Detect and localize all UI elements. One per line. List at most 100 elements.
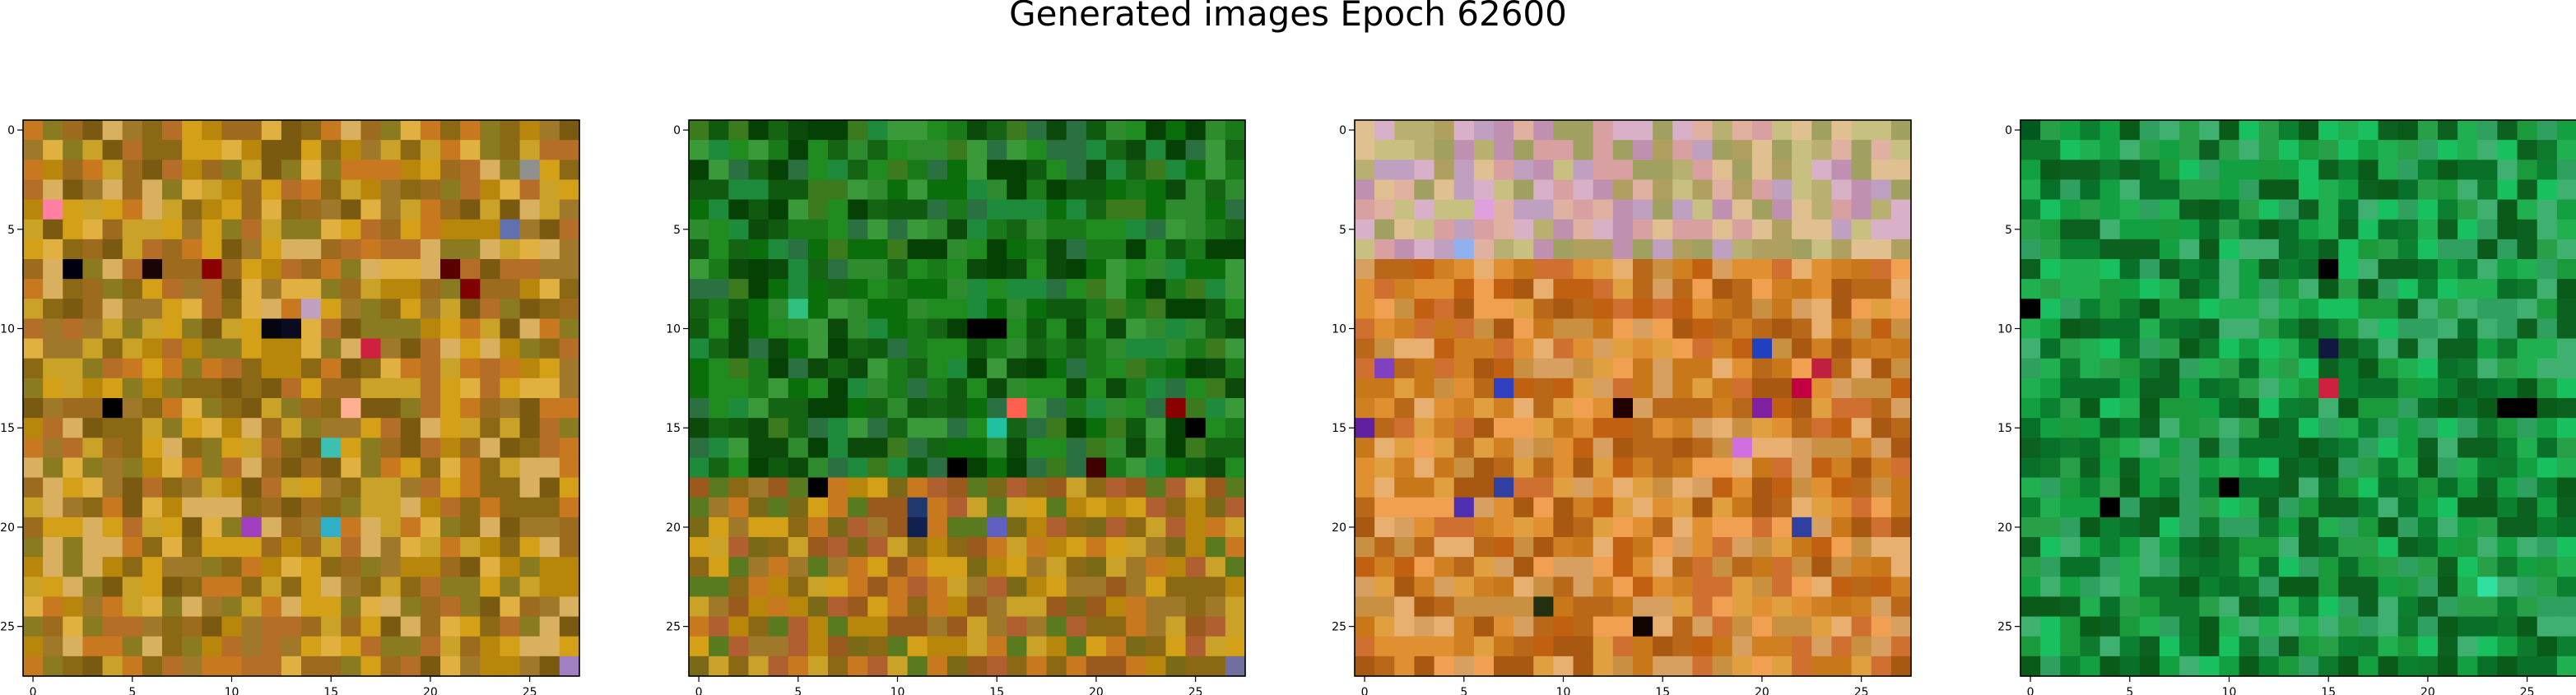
pixel-cell — [360, 338, 382, 359]
pixel-cell — [1553, 537, 1574, 558]
pixel-cell — [1355, 656, 1375, 677]
pixel-cell — [2040, 517, 2061, 538]
pixel-cell — [221, 279, 243, 299]
pixel-cell — [1653, 378, 1673, 399]
pixel-cell — [2179, 199, 2200, 220]
pixel-cell — [1205, 299, 1226, 320]
pixel-cell — [102, 398, 123, 419]
pixel-cell — [1890, 398, 1912, 419]
pixel-cell — [1751, 497, 1773, 518]
pixel-cell — [867, 656, 889, 677]
pixel-cell — [142, 398, 163, 419]
pixel-cell — [2497, 557, 2518, 577]
pixel-cell — [1007, 656, 1028, 677]
pixel-cell — [967, 537, 988, 558]
pixel-cell — [1772, 418, 1793, 438]
pixel-cell — [519, 636, 541, 657]
pixel-cell — [241, 120, 263, 141]
pixel-cell — [2179, 219, 2200, 240]
pixel-cell — [689, 438, 709, 459]
pixel-cell — [946, 438, 968, 459]
pixel-cell — [2438, 477, 2458, 498]
pixel-cell — [2497, 318, 2518, 340]
pixel-cell — [1792, 537, 1812, 558]
pixel-cell — [2397, 418, 2419, 438]
x-tick-label: 15 — [323, 686, 338, 695]
pixel-cell — [23, 418, 44, 438]
pixel-cell — [1106, 656, 1127, 677]
pixel-cell — [1732, 318, 1753, 340]
pixel-cell — [2556, 577, 2576, 598]
pixel-cell — [1374, 418, 1395, 438]
pixel-cell — [2219, 517, 2240, 538]
pixel-cell — [1811, 537, 1833, 558]
pixel-cell — [828, 596, 849, 618]
pixel-cell — [2397, 596, 2419, 618]
pixel-cell — [2338, 299, 2360, 320]
pixel-cell — [1751, 636, 1773, 657]
pixel-cell — [500, 596, 521, 618]
pixel-cell — [341, 259, 362, 280]
pixel-cell — [2199, 338, 2220, 359]
pixel-cell — [1225, 577, 1246, 598]
pixel-cell — [807, 199, 829, 220]
pixel-cell — [2080, 418, 2101, 438]
pixel-cell — [1046, 358, 1067, 379]
pixel-cell — [1692, 160, 1713, 181]
pixel-cell — [2338, 497, 2360, 518]
pixel-cell — [2160, 279, 2180, 299]
pixel-cell — [887, 279, 909, 299]
pixel-cell — [1185, 517, 1207, 538]
pixel-cell — [321, 457, 342, 479]
pixel-cell — [1086, 219, 1107, 240]
x-tick-label: 5 — [2126, 686, 2133, 695]
pixel-cell — [400, 418, 421, 438]
pixel-cell — [1573, 477, 1594, 498]
pixel-cell — [2457, 378, 2478, 399]
pixel-cell — [2199, 120, 2220, 141]
pixel-cell — [122, 537, 143, 558]
pixel-cell — [321, 438, 342, 459]
pixel-cell — [1106, 596, 1127, 618]
pixel-cell — [102, 418, 123, 438]
pixel-cell — [1106, 199, 1127, 220]
pixel-cell — [301, 179, 322, 201]
pixel-cell — [2080, 537, 2101, 558]
pixel-cell — [1692, 199, 1713, 220]
pixel-cell — [539, 338, 560, 359]
pixel-cell — [102, 299, 123, 320]
pixel-cell — [2318, 378, 2339, 399]
pixel-cell — [1772, 338, 1793, 359]
pixel-cell — [728, 338, 750, 359]
pixel-cell — [1453, 596, 1475, 618]
pixel-cell — [1851, 457, 1872, 479]
pixel-cell — [1225, 656, 1246, 677]
pixel-cell — [2219, 438, 2240, 459]
pixel-cell — [748, 418, 770, 438]
pixel-cell — [360, 557, 382, 577]
pixel-cell — [2119, 358, 2141, 379]
pixel-cell — [142, 616, 163, 637]
pixel-cell — [82, 656, 104, 677]
pixel-cell — [2278, 219, 2299, 240]
pixel-cell — [2338, 557, 2360, 577]
pixel-cell — [360, 616, 382, 637]
pixel-cell — [1086, 199, 1107, 220]
pixel-cell — [1672, 517, 1694, 538]
pixel-cell — [1374, 656, 1395, 677]
pixel-cell — [2338, 457, 2360, 479]
pixel-cell — [360, 457, 382, 479]
pixel-cell — [2318, 636, 2339, 657]
pixel-cell — [2239, 537, 2260, 558]
pixel-cell — [2199, 656, 2220, 677]
pixel-cell — [519, 656, 541, 677]
pixel-cell — [162, 477, 183, 498]
pixel-cell — [1046, 120, 1067, 141]
pixel-cell — [261, 239, 282, 260]
pixel-cell — [807, 179, 829, 201]
pixel-cell — [2219, 179, 2240, 201]
pixel-cell — [1633, 160, 1653, 181]
pixel-cell — [539, 616, 560, 637]
